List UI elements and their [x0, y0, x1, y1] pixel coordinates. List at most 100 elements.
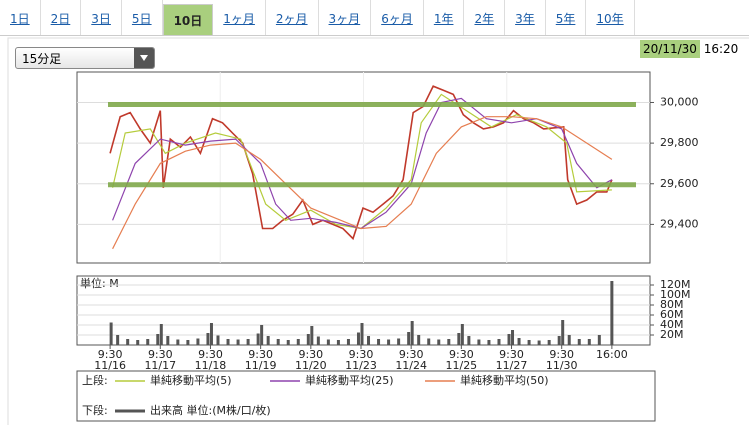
frame — [7, 37, 749, 425]
volume-bar — [460, 324, 464, 345]
tab[interactable]: 2年 — [464, 0, 506, 35]
y-tick-label: 40M — [660, 318, 684, 331]
legend-lower: 下段: — [82, 403, 108, 417]
volume-bar — [136, 340, 140, 345]
volume-bar — [487, 340, 491, 345]
volume-bar — [387, 339, 391, 345]
volume-bar — [410, 321, 414, 345]
tab[interactable]: 2ヶ月 — [266, 0, 319, 35]
volume-bar — [547, 340, 551, 345]
volume-bar — [256, 333, 260, 345]
volume-bar — [266, 336, 270, 345]
volume-bar — [276, 339, 280, 345]
tab[interactable]: 10日 — [162, 4, 214, 35]
x-tick-date: 11/30 — [546, 359, 578, 372]
tab[interactable]: 6ヶ月 — [371, 0, 424, 35]
volume-bar — [356, 332, 360, 345]
x-tick-date: 11/19 — [245, 359, 277, 372]
tab[interactable]: 3日 — [81, 0, 122, 35]
y-tick-label: 20M — [660, 328, 684, 341]
volume-bar — [346, 339, 350, 345]
x-tick-label: 9:30 — [499, 348, 524, 361]
x-tick-date: 11/27 — [496, 359, 528, 372]
volume-bar — [437, 339, 441, 345]
legend-label: 単純移動平均(50) — [460, 373, 549, 387]
volume-bar — [310, 326, 314, 345]
timestamp: 20/11/30 16:20 — [640, 40, 738, 58]
volume-bar — [176, 339, 180, 345]
tab[interactable]: 5年 — [546, 0, 587, 35]
volume-bar — [367, 336, 371, 345]
dropdown-label: 15分足 — [22, 52, 62, 66]
volume-bar — [216, 335, 220, 345]
volume-bar — [577, 339, 581, 345]
volume-bar — [196, 338, 200, 345]
volume-bar — [397, 338, 401, 345]
x-tick-label: 9:30 — [98, 348, 123, 361]
y-tick-label: 100M — [660, 288, 691, 301]
x-tick-date: 11/18 — [195, 359, 227, 372]
dropdown[interactable]: 15分足 — [15, 47, 155, 69]
volume-bar — [306, 334, 310, 345]
volume-bar — [316, 336, 320, 345]
volume-bar — [517, 338, 521, 345]
volume-bar — [286, 340, 290, 345]
tab[interactable]: 2日 — [41, 0, 82, 35]
x-tick-label: 9:30 — [298, 348, 323, 361]
x-tick-label: 9:30 — [248, 348, 273, 361]
tab[interactable]: 3ヶ月 — [319, 0, 372, 35]
x-tick-date: 11/20 — [295, 359, 327, 372]
volume-bar — [186, 340, 190, 345]
volume-bar — [377, 339, 381, 345]
tab-bar: 1日 2日 3日 5日 10日 1ヶ月 2ヶ月 3ヶ月 6ヶ月 1年 2年 3年 5年 10年 — [0, 0, 749, 36]
x-tick-date: 11/24 — [395, 359, 427, 372]
volume-bar — [527, 340, 531, 345]
date: 20/11/30 — [640, 40, 700, 58]
y-tick-label: 29,600 — [660, 177, 699, 190]
legend-label: 単純移動平均(25) — [305, 373, 394, 387]
volume-bar — [109, 322, 113, 345]
volume-bar — [427, 338, 431, 345]
legend-label: 単純移動平均(5) — [150, 373, 232, 387]
x-tick-label: 16:00 — [596, 348, 628, 361]
volume-bar — [116, 335, 120, 345]
tab[interactable]: 1日 — [0, 0, 41, 35]
tab[interactable]: 1ヶ月 — [213, 0, 266, 35]
volume-bar — [336, 340, 340, 345]
x-tick-date: 11/23 — [345, 359, 377, 372]
volume-bar — [457, 333, 461, 345]
y-tick-label: 80M — [660, 298, 684, 311]
x-tick-date: 11/17 — [144, 359, 176, 372]
volume-bar — [511, 330, 515, 345]
tab[interactable]: 10年 — [586, 0, 635, 35]
x-tick-label: 9:30 — [449, 348, 474, 361]
volume-bar — [557, 336, 561, 345]
y-tick-label: 29,400 — [660, 217, 699, 230]
moving-average-line — [112, 116, 613, 250]
tab[interactable]: 1年 — [424, 0, 465, 35]
volume-bar — [296, 339, 300, 345]
volume-bar — [246, 339, 250, 345]
x-tick-label: 9:30 — [148, 348, 173, 361]
volume-bar — [507, 334, 511, 345]
x-tick-date: 11/25 — [445, 359, 477, 372]
volume-bar — [156, 334, 160, 345]
legend-label: 出来高 単位:(M株/口/枚) — [150, 403, 271, 417]
x-tick-label: 9:30 — [349, 348, 374, 361]
volume-bar — [561, 320, 565, 345]
volume-bar — [260, 325, 264, 345]
y-tick-label: 29,800 — [660, 136, 699, 149]
x-tick-date: 11/16 — [94, 359, 126, 372]
y-tick-label: 60M — [660, 308, 684, 321]
volume-bar — [407, 332, 411, 345]
tab[interactable]: 5日 — [122, 0, 163, 35]
tab[interactable]: 3年 — [505, 0, 546, 35]
volume-bar — [537, 340, 541, 345]
dropdown-arrow[interactable] — [134, 48, 154, 68]
volume-bar — [159, 324, 163, 345]
volume-bar — [166, 336, 170, 345]
volume-bar — [610, 281, 614, 345]
price-line — [109, 85, 613, 241]
